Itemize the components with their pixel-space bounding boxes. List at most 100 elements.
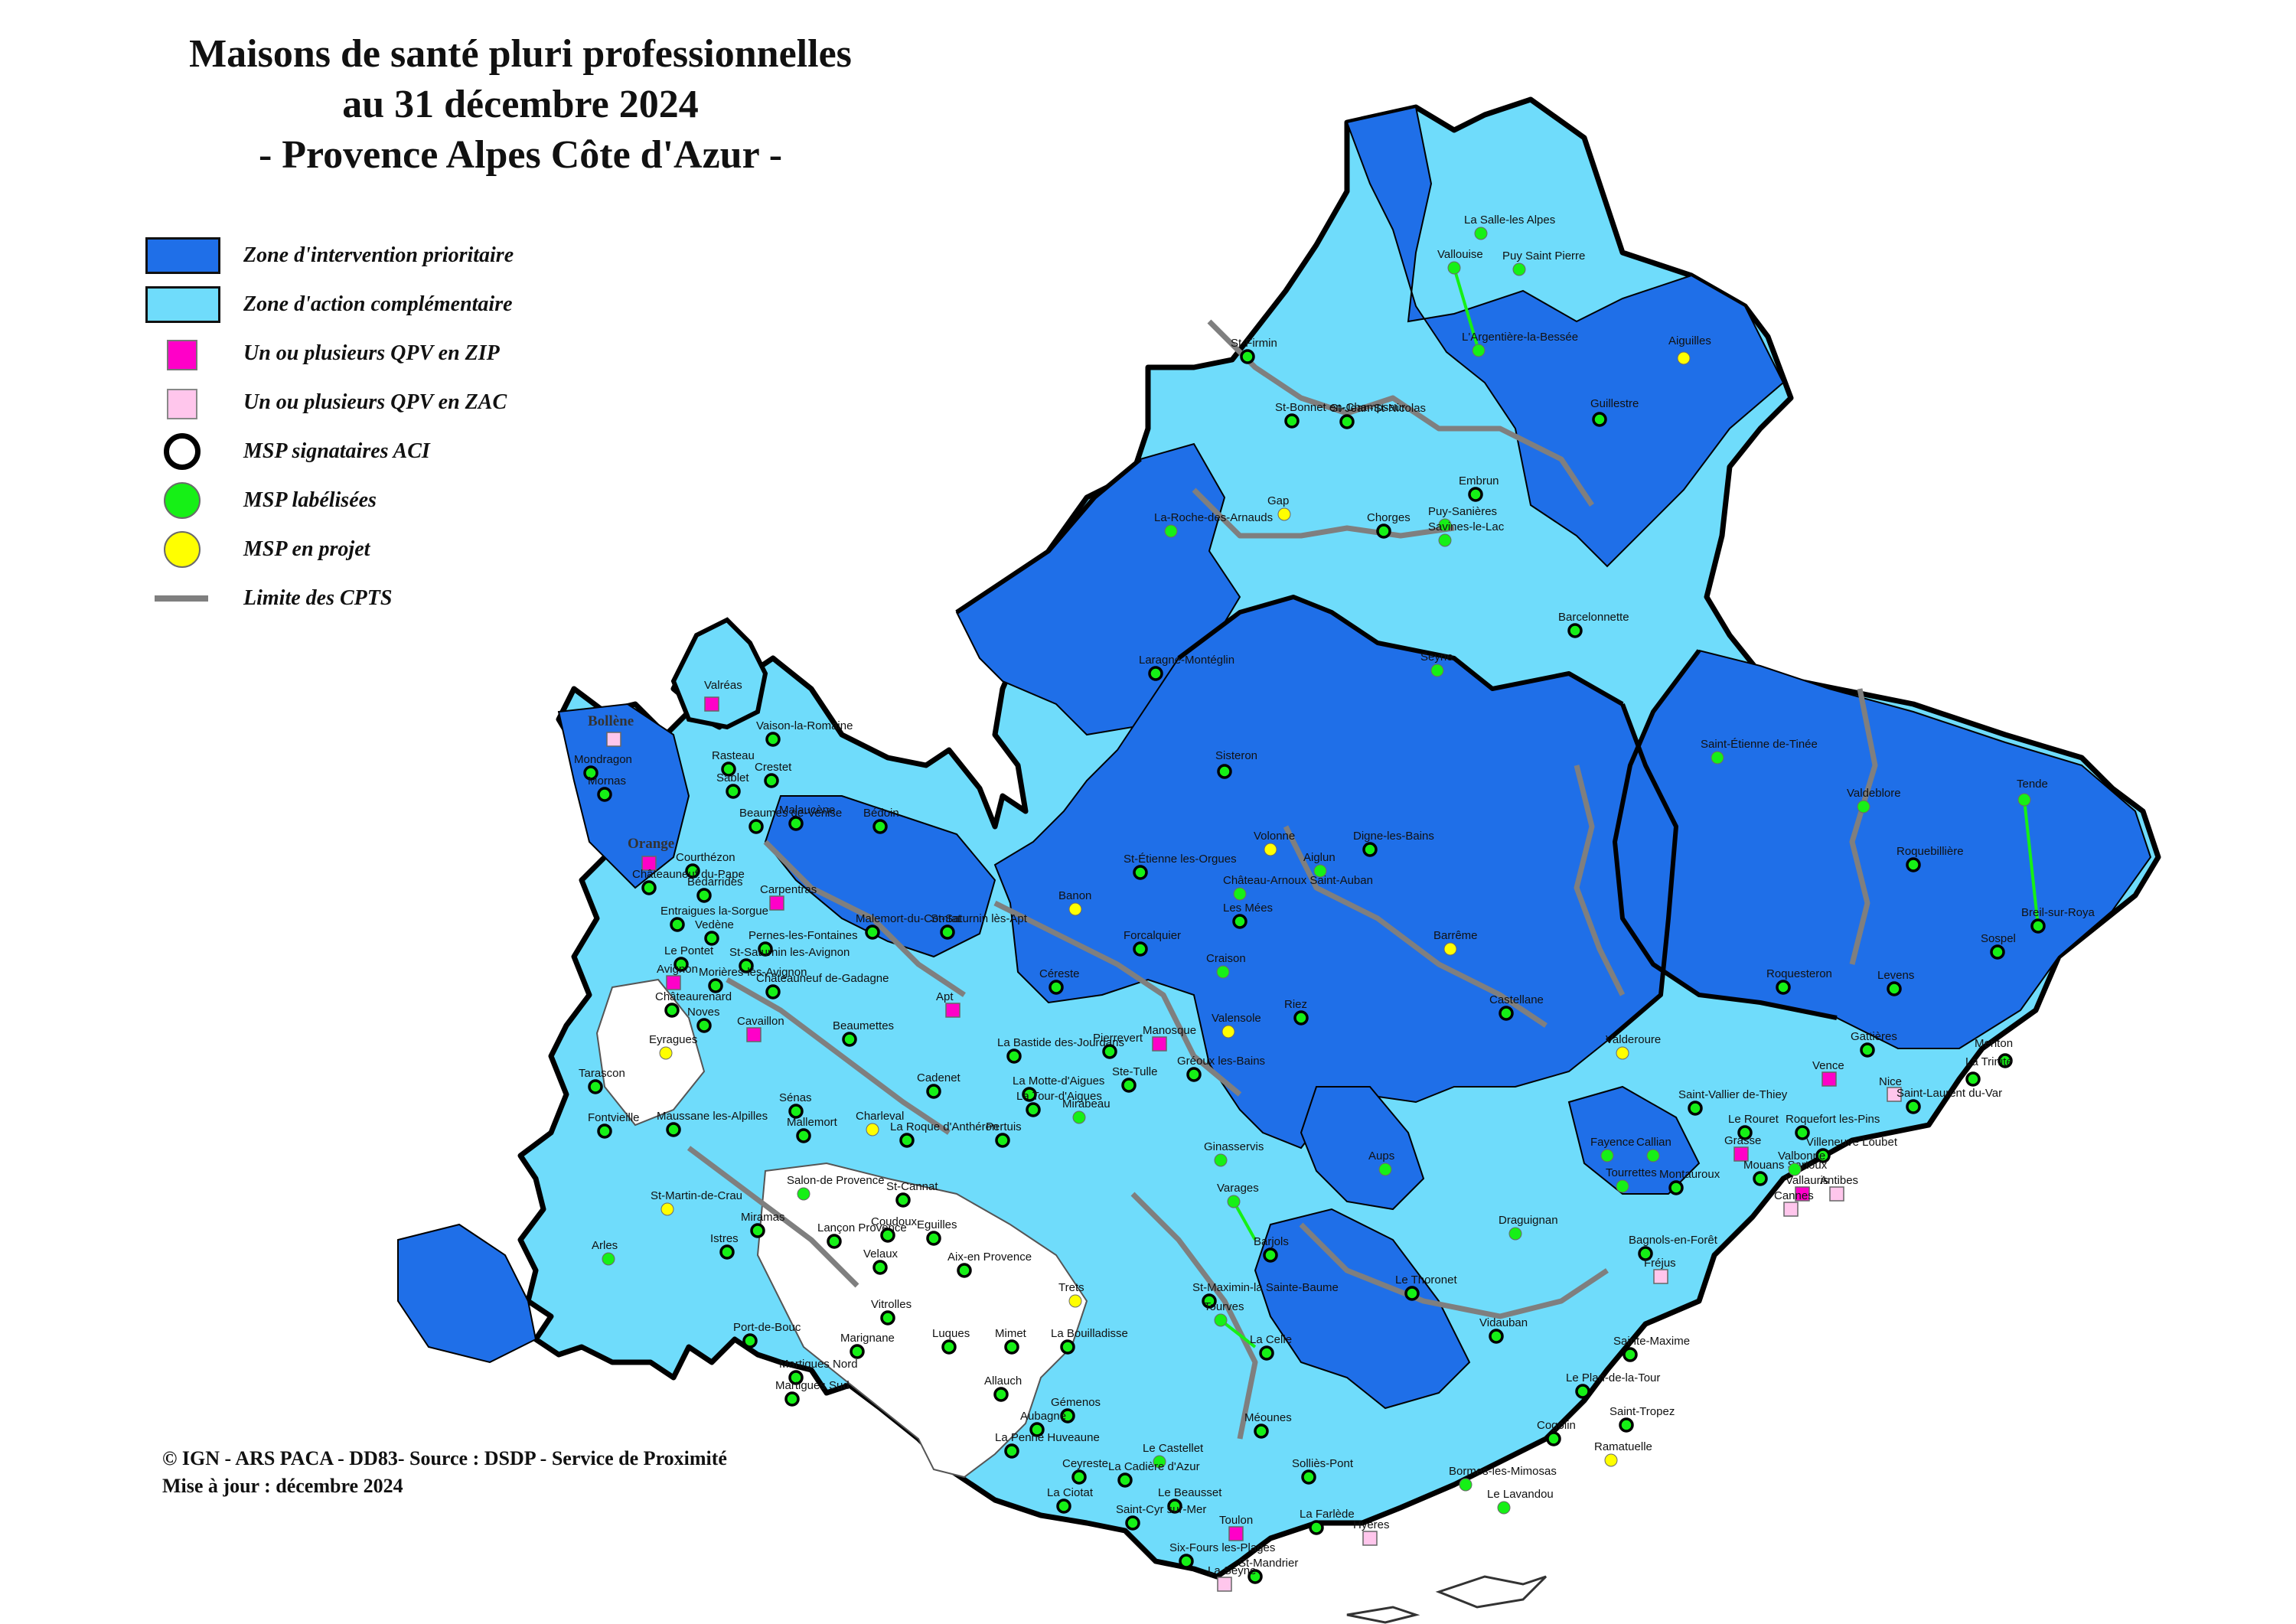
qpv-zip-marker-icon — [1795, 1186, 1810, 1202]
no-zone-area-camargue — [595, 978, 706, 1127]
msp-aci-marker-icon — [1567, 623, 1583, 638]
place-varages: Varages — [1217, 1182, 1259, 1208]
place-st-martin-de-crau: St-Martin-de-Crau — [651, 1189, 742, 1216]
place-trets: Trets — [1058, 1281, 1084, 1308]
qpv-zip-marker-icon — [641, 856, 657, 871]
msp-aci-marker-icon — [764, 773, 779, 788]
place-label: Hyères — [1353, 1518, 1390, 1531]
place-label: La Cadière d'Azur — [1108, 1460, 1200, 1473]
place-salon-de-provence: Salon-de Provence — [787, 1174, 885, 1201]
place-label: Vallouise — [1437, 248, 1483, 261]
place-label: Châteauneuf du-Pape — [632, 868, 745, 881]
place-le-lavandou: Le Lavandou — [1487, 1488, 1554, 1515]
place-label: Cogolin — [1537, 1419, 1576, 1432]
place-label: Seyne — [1420, 651, 1453, 664]
zip-area-var-north — [1300, 1086, 1425, 1211]
place-label: Guillestre — [1590, 397, 1639, 410]
place-label: Avignon — [657, 963, 698, 976]
place-label: Solliès-Pont — [1292, 1457, 1354, 1470]
place-label: Roquesteron — [1766, 967, 1832, 980]
msp-labelisee-marker-icon — [1233, 887, 1247, 901]
valreas-enclave — [670, 617, 768, 730]
msp-labelisee-marker-icon — [1438, 518, 1452, 532]
place-label: St-Saturnin lès-Apt — [931, 912, 1028, 925]
cpts-line-icon — [155, 595, 208, 602]
place-breil-sur-roya: Breil-sur-Roya — [2021, 906, 2095, 934]
place-frejus: Fréjus — [1644, 1257, 1676, 1284]
place-label: Châteaurenard — [655, 990, 732, 1003]
place-label: Grasse — [1724, 1134, 1761, 1147]
msp-aci-marker-icon — [1906, 1099, 1921, 1114]
msp-aci-marker-icon — [1468, 487, 1483, 502]
msp-aci-marker-icon — [1376, 523, 1391, 539]
place-forcalquier: Forcalquier — [1124, 929, 1181, 957]
place-morieres-les-avignon: Morières-lès-Avignon — [699, 966, 807, 993]
msp-aci-marker-icon — [872, 819, 888, 834]
place-st-saturnin-les-apt: St-Saturnin lès-Apt — [931, 912, 1028, 940]
place-label: Menton — [1975, 1037, 2013, 1050]
place-label: Saint-Cyr sur-Mer — [1116, 1503, 1206, 1516]
place-malaucene: Malaucène — [779, 804, 835, 831]
place-toulon: Toulon — [1219, 1514, 1253, 1541]
msp-aci-marker-icon — [750, 1223, 765, 1238]
qpv-zip-marker-icon — [945, 1003, 960, 1018]
place-villeneuve-loubet: Villeneuve Loubet — [1806, 1136, 1898, 1163]
place-nice: Nice — [1879, 1075, 1902, 1102]
place-label: Valbonne — [1778, 1150, 1825, 1163]
place-saint-etienne-de-tinee: Saint-Étienne de-Tinée — [1701, 738, 1818, 765]
msp-aci-marker-icon — [1179, 1554, 1194, 1569]
place-charleval: Charleval — [856, 1110, 904, 1136]
place-le-beausset: Le Beausset — [1158, 1486, 1222, 1514]
place-hyeres: Hyères — [1353, 1518, 1390, 1546]
map-credits: © IGN - ARS PACA - DD83- Source : DSDP -… — [162, 1445, 727, 1500]
place-label: Cannes — [1774, 1189, 1814, 1202]
msp-aci-marker-icon — [1619, 1417, 1634, 1433]
place-puy-sanieres: Puy-Sanières — [1428, 505, 1497, 532]
place-label: La Penne Huveaune — [995, 1431, 1100, 1444]
zip-area-vaucluse — [764, 795, 996, 958]
msp-projet-marker-icon — [659, 1046, 673, 1060]
msp-aci-marker-icon — [1004, 1339, 1019, 1355]
place-saint-cyr-sur-mer: Saint-Cyr sur-Mer — [1116, 1503, 1206, 1531]
place-la-bastide-des-jourdans: La Bastide des-Jourdans — [997, 1036, 1124, 1064]
place-istres: Istres — [710, 1232, 739, 1260]
place-la-celle: La Celle — [1250, 1333, 1292, 1361]
msp-aci-marker-icon — [1004, 1443, 1019, 1459]
legend-label-aci: MSP signataires ACI — [243, 439, 430, 463]
zip-area-ouest — [397, 1223, 537, 1364]
place-gattieres: Gattières — [1851, 1030, 1897, 1058]
place-martigues-nord: Martigues Nord — [779, 1358, 858, 1385]
msp-aci-marker-icon — [1795, 1125, 1810, 1140]
place-label: Valréas — [704, 679, 742, 692]
place-label: Aubagne — [1020, 1410, 1066, 1423]
credits-line: © IGN - ARS PACA - DD83- Source : DSDP -… — [162, 1447, 727, 1469]
msp-labelisee-marker-icon — [1072, 1110, 1086, 1124]
msp-aci-marker-icon — [1022, 1087, 1037, 1102]
place-la-roche-des-arnauds: La-Roche-des-Arnauds — [1154, 511, 1273, 538]
place-chateauneuf-du-pape: Châteauneuf du-Pape — [632, 868, 745, 895]
place-label: Barrême — [1433, 929, 1478, 942]
place-label: Martigues Nord — [779, 1358, 858, 1371]
place-label: La Ciotat — [1047, 1486, 1094, 1499]
place-label: La Bouilladisse — [1051, 1327, 1128, 1340]
place-label: La-Roche-des-Arnauds — [1154, 511, 1273, 524]
msp-aci-marker-icon — [719, 1244, 735, 1260]
msp-aci-marker-icon — [1259, 1345, 1274, 1361]
place-grasse: Grasse — [1724, 1134, 1761, 1162]
place-aix-en-provence: Aix-en Provence — [947, 1251, 1032, 1278]
qpv-zip-square-icon — [167, 340, 197, 370]
place-gap: Gap — [1267, 494, 1291, 521]
place-antibes: Antibes — [1820, 1174, 1858, 1202]
cpts-limits — [687, 319, 1878, 1440]
place-label: Embrun — [1459, 474, 1499, 488]
place-label: Vence — [1812, 1059, 1844, 1072]
place-pierrevert: Pierrevert — [1093, 1032, 1143, 1059]
qpv-zip-marker-icon — [704, 696, 719, 712]
msp-projet-marker-icon — [1677, 351, 1691, 365]
msp-aci-marker-icon — [1688, 1101, 1703, 1116]
place-label: Ginasservis — [1204, 1140, 1264, 1153]
place-st-saturnin-les-avignon: St-Saturnin les-Avignon — [729, 946, 850, 973]
place-label: Port-de-Bouc — [733, 1321, 801, 1334]
place-label: St-Bonnet en-Champsaur — [1275, 401, 1405, 414]
place-valensole: Valensole — [1212, 1012, 1261, 1039]
